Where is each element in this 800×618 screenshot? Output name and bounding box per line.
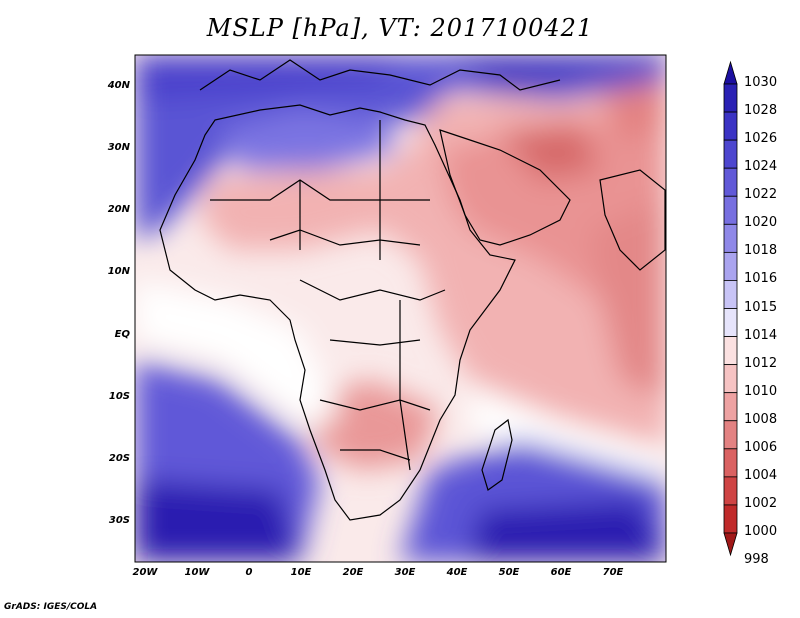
plot-frame [134, 54, 667, 563]
colorbar-label: 1020 [744, 215, 778, 231]
colorbar-label: 1012 [744, 355, 778, 371]
colorbar-label: 1028 [744, 103, 778, 119]
colorbar-segment [723, 364, 738, 394]
coastlines [159, 59, 666, 521]
map-title: MSLP [hPa], VT: 2017100421 [206, 14, 594, 42]
colorbar-label: 1006 [744, 439, 778, 455]
lon-label-70e: 70E [602, 567, 624, 578]
colorbar-segment [723, 167, 738, 197]
colorbar-segment [723, 223, 738, 253]
lat-label-eq: EQ [114, 329, 130, 340]
colorbar-cap-bottom [723, 532, 738, 557]
colorbar-segment [723, 195, 738, 225]
colorbar-segment [723, 420, 738, 450]
colorbar-label: 1015 [744, 299, 778, 315]
colorbar-segment [723, 251, 738, 281]
lon-label-0: 0 [245, 567, 253, 578]
colorbar-label: 1026 [744, 131, 778, 147]
colorbar-label: 1022 [744, 187, 778, 203]
lon-label-10e: 10E [290, 567, 312, 578]
colorbar-label: 1014 [744, 327, 778, 343]
colorbar-segment [723, 308, 738, 337]
colorbar-segment [723, 139, 738, 169]
lon-label-10w: 10W [184, 567, 210, 578]
lat-label-10s: 10S [108, 391, 130, 402]
lon-label-40e: 40E [446, 567, 468, 578]
colorbar-label: 1030 [744, 75, 778, 90]
colorbar-segment [723, 448, 738, 478]
colorbar-segment [723, 83, 738, 113]
colorbar-segment [723, 280, 738, 309]
colorbar-label: 1000 [744, 524, 778, 539]
lat-label-40n: 40N [107, 80, 130, 91]
lat-label-30s: 30S [108, 515, 130, 526]
colorbar-label: 1024 [744, 159, 778, 175]
colorbar-label: 1004 [744, 467, 778, 483]
colorbar [723, 60, 738, 557]
colorbar-label: 1018 [744, 243, 778, 259]
lon-label-20e: 20E [342, 567, 364, 578]
lon-label-30e: 30E [394, 567, 416, 578]
colorbar-cap-top [723, 60, 738, 85]
credit-text: GrADS: IGES/COLA [4, 602, 98, 612]
colorbar-label: 1008 [744, 411, 778, 427]
colorbar-label: 998 [744, 552, 769, 568]
lon-label-50e: 50E [498, 567, 520, 578]
colorbar-segment [723, 336, 738, 366]
lat-label-20s: 20S [108, 453, 130, 464]
lon-label-60e: 60E [550, 567, 572, 578]
lon-label-20w: 20W [132, 567, 158, 578]
colorbar-segment [723, 392, 738, 422]
colorbar-label: 1016 [744, 271, 778, 287]
colorbar-label: 1002 [744, 495, 778, 511]
lat-label-30n: 30N [107, 142, 130, 153]
colorbar-label: 1010 [744, 383, 778, 399]
colorbar-segment [723, 504, 738, 534]
colorbar-segment [723, 476, 738, 506]
lat-label-10n: 10N [107, 266, 130, 277]
lat-label-20n: 20N [107, 204, 130, 215]
colorbar-segment [723, 111, 738, 141]
